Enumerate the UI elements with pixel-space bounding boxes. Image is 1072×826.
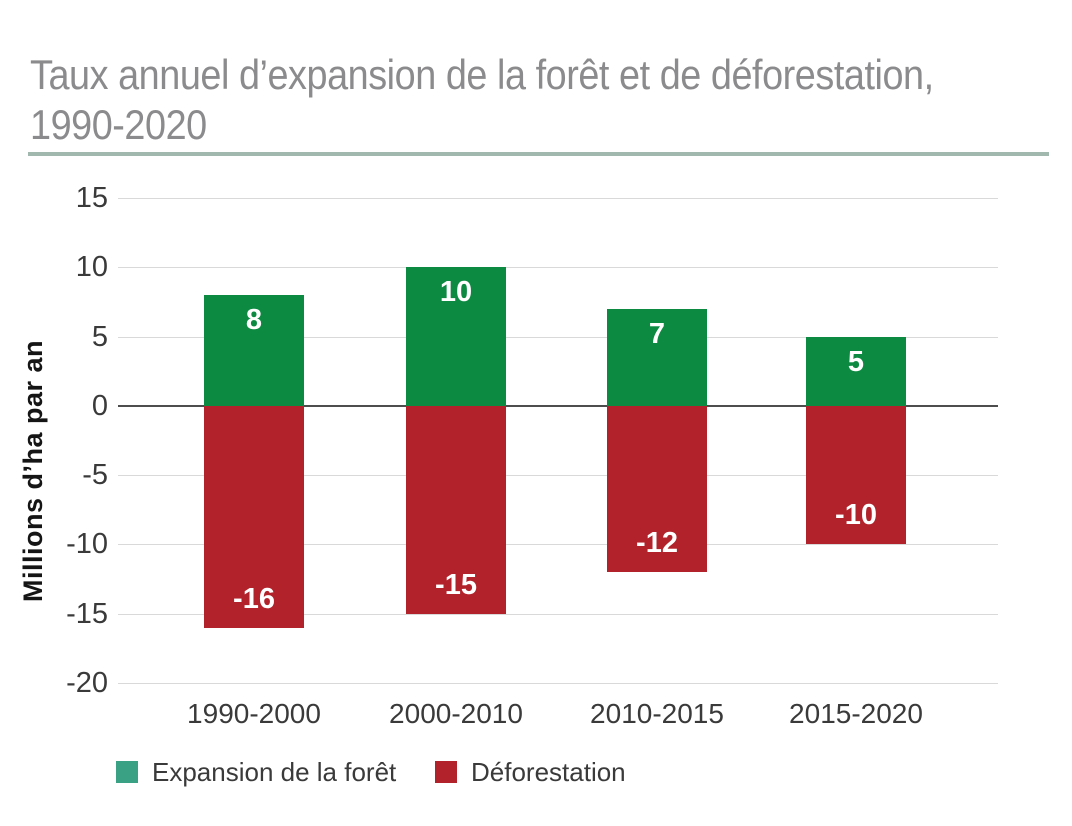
- x-axis-label: 2015-2020: [789, 698, 923, 729]
- chart-title: Taux annuel d’expansion de la forêt et d…: [30, 50, 1072, 150]
- bar-value-label-deforestation: -10: [835, 499, 877, 532]
- gridline: [118, 267, 998, 269]
- gridline: [118, 613, 998, 615]
- bar-deforestation: [607, 405, 707, 573]
- legend-swatch-expansion: [116, 761, 138, 783]
- y-tick-label: 10: [75, 251, 108, 284]
- bar-value-label-deforestation: -15: [435, 568, 477, 601]
- y-tick-label: 15: [75, 182, 108, 214]
- bar-deforestation: [204, 405, 304, 628]
- title-divider: [28, 152, 1049, 156]
- bar-expansion: [607, 308, 707, 406]
- zero-line: [118, 404, 998, 407]
- bar-expansion: [806, 336, 906, 406]
- y-tick-label: 0: [91, 389, 108, 422]
- bar-value-label-deforestation: -16: [233, 582, 275, 615]
- legend-label-expansion: Expansion de la forêt: [152, 756, 397, 787]
- gridline: [118, 544, 998, 546]
- gridline: [118, 475, 998, 477]
- chart-title-line-1: Taux annuel d’expansion de la forêt et d…: [30, 51, 934, 98]
- gridline: [118, 336, 998, 338]
- chart-title-line-2: 1990-2020: [30, 101, 207, 148]
- bar-value-label-expansion: 7: [648, 317, 666, 350]
- bar-expansion: [204, 295, 304, 406]
- x-axis-label: 1990-2000: [187, 698, 321, 729]
- bar-value-label-expansion: 10: [439, 276, 473, 309]
- gridline: [118, 198, 998, 199]
- y-tick-label: -5: [82, 459, 108, 492]
- legend-swatch-deforestation: [435, 761, 457, 783]
- y-tick-label: -10: [66, 528, 108, 561]
- y-tick-label: 5: [91, 320, 108, 353]
- bar-deforestation: [406, 405, 506, 614]
- legend-label-deforestation: Déforestation: [471, 756, 626, 787]
- x-axis-label: 2000-2010: [389, 698, 523, 729]
- gridline: [118, 683, 998, 684]
- x-axis-label: 2010-2015: [590, 698, 724, 729]
- y-tick-label: -15: [66, 597, 108, 630]
- bar-deforestation: [806, 405, 906, 545]
- bar-value-label-deforestation: -12: [636, 527, 678, 560]
- bar-value-label-expansion: 8: [245, 304, 263, 336]
- bar-value-label-expansion: 5: [847, 345, 865, 378]
- bar-expansion: [406, 267, 506, 406]
- legend-item-deforestation: Déforestation: [435, 756, 626, 787]
- y-tick-label: -20: [66, 667, 108, 699]
- legend-item-expansion: Expansion de la forêt: [116, 756, 397, 787]
